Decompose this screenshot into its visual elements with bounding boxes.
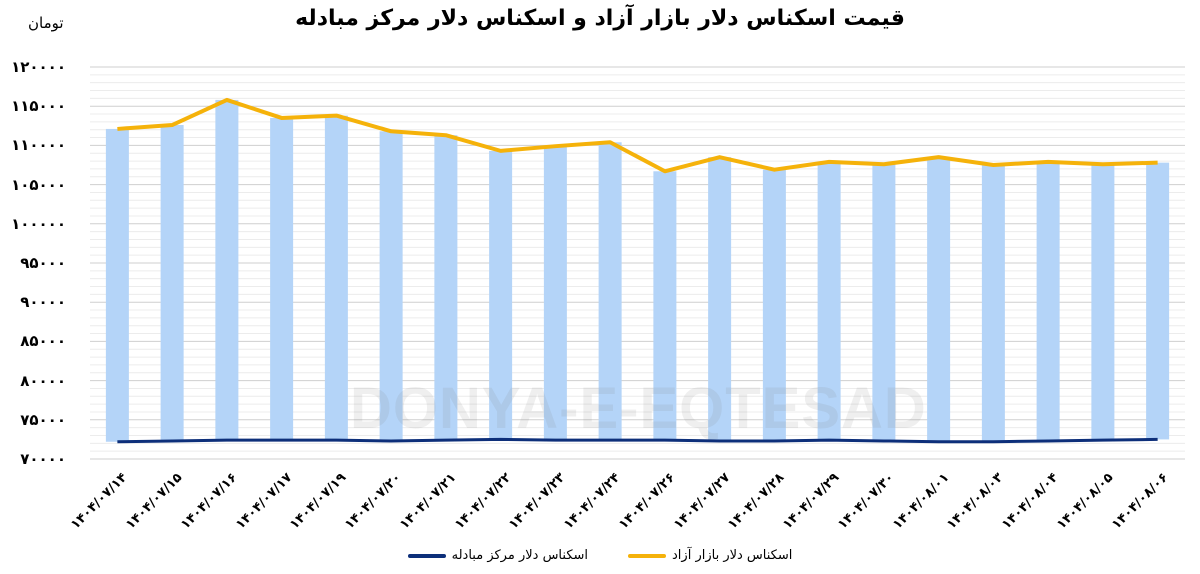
bar-free-market bbox=[653, 171, 677, 441]
bar-free-market bbox=[927, 157, 951, 442]
bar-free-market bbox=[817, 161, 841, 441]
line-exchange-center bbox=[117, 437, 1158, 444]
y-tick-label: ۱۱۰۰۰۰ bbox=[11, 136, 66, 155]
legend-item-free-market: اسکناس دلار بازار آزاد bbox=[628, 548, 792, 563]
y-tick-label: ۷۵۰۰۰ bbox=[20, 410, 66, 429]
legend: اسکناس دلار بازار آزاد اسکناس دلار مرکز … bbox=[0, 548, 1200, 563]
bar-free-market bbox=[762, 169, 786, 441]
y-tick-label: ۱۲۰۰۰۰ bbox=[11, 58, 66, 76]
y-tick-label: ۱۰۵۰۰۰ bbox=[11, 175, 66, 194]
legend-swatch-exchange-center-icon bbox=[407, 553, 446, 558]
y-tick-label: ۸۰۰۰۰ bbox=[20, 371, 66, 390]
bar-free-market bbox=[1091, 164, 1115, 441]
legend-swatch-free-market-icon bbox=[628, 553, 667, 558]
bar-free-market bbox=[379, 131, 403, 441]
bar-free-market bbox=[1036, 161, 1060, 441]
y-tick-label: ۱۰۰۰۰۰ bbox=[11, 214, 66, 233]
y-tick-label: ۸۵۰۰۰ bbox=[20, 332, 66, 351]
y-tick-label: ۹۰۰۰۰ bbox=[20, 293, 66, 312]
bar-free-market bbox=[434, 135, 458, 441]
y-tick-label: ۹۵۰۰۰ bbox=[20, 254, 66, 272]
legend-label-free-market: اسکناس دلار بازار آزاد bbox=[672, 548, 793, 563]
bar-free-market bbox=[543, 146, 567, 441]
bar-free-market bbox=[981, 165, 1005, 442]
bar-free-market bbox=[270, 117, 294, 441]
y-tick-label: ۷۰۰۰۰ bbox=[20, 450, 66, 468]
bar-free-market bbox=[872, 164, 896, 441]
bar-free-market bbox=[324, 115, 348, 441]
line-free-market bbox=[117, 97, 1158, 174]
bar-free-market bbox=[708, 157, 732, 441]
y-axis-unit-label: تومان bbox=[28, 14, 64, 32]
y-tick-label: ۱۱۵۰۰۰ bbox=[11, 97, 66, 116]
bar-free-market bbox=[105, 128, 129, 442]
bar-free-market bbox=[489, 150, 513, 440]
bar-free-market bbox=[1146, 162, 1170, 440]
bar-free-market bbox=[598, 142, 622, 441]
bar-free-market bbox=[160, 125, 184, 441]
legend-item-exchange-center: اسکناس دلار مرکز مبادله bbox=[407, 548, 589, 563]
bar-free-market bbox=[215, 99, 239, 441]
chart-title: قیمت اسکناس دلار بازار آزاد و اسکناس دلا… bbox=[295, 6, 905, 31]
legend-label-exchange-center: اسکناس دلار مرکز مبادله bbox=[451, 548, 589, 563]
